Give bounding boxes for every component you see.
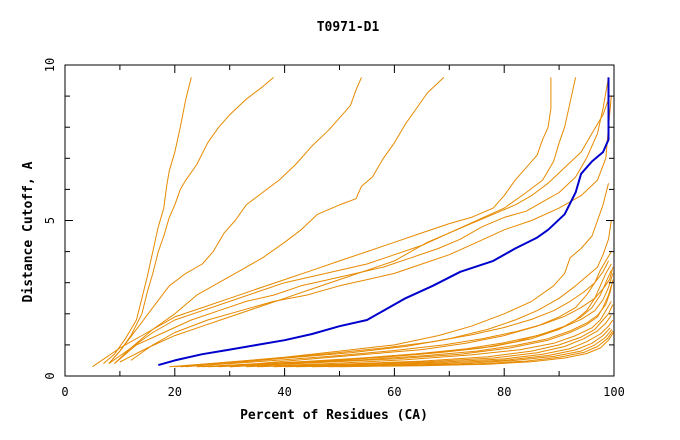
x-tick-label: 0 xyxy=(61,385,68,399)
highlight-series-line xyxy=(158,77,610,367)
x-axis-label: Percent of Residues (CA) xyxy=(240,408,428,423)
series-line xyxy=(196,273,614,368)
series-line xyxy=(92,77,552,368)
series-line xyxy=(207,279,614,368)
series-line xyxy=(180,266,614,368)
series-layer xyxy=(92,77,614,368)
y-axis-label: Distance Cutoff, A xyxy=(21,161,36,302)
series-line xyxy=(295,327,611,368)
series-line xyxy=(257,304,614,368)
x-tick-label: 80 xyxy=(497,385,511,399)
x-tick-label: 100 xyxy=(603,385,625,399)
series-line xyxy=(229,263,612,368)
series-line xyxy=(273,315,612,368)
series-line xyxy=(174,183,609,368)
series-line xyxy=(130,96,612,361)
series-line xyxy=(246,301,612,368)
series-line xyxy=(229,285,612,368)
series-line xyxy=(114,77,445,364)
chart-title: T0971-D1 xyxy=(317,20,380,35)
series-line xyxy=(185,220,612,368)
series-line xyxy=(328,330,614,368)
series-line xyxy=(284,319,614,368)
series-line xyxy=(169,260,609,368)
axis-layer: 0 20 40 60 80 100 0 5 10 xyxy=(43,58,625,399)
y-tick-label: 5 xyxy=(43,217,57,224)
series-line xyxy=(114,77,609,364)
series-line xyxy=(108,77,274,364)
series-line xyxy=(119,99,609,363)
series-line xyxy=(108,77,362,364)
series-line xyxy=(108,77,577,365)
x-tick-label: 60 xyxy=(387,385,401,399)
x-tick-label: 20 xyxy=(168,385,182,399)
series-line xyxy=(103,77,192,364)
y-tick-label: 0 xyxy=(43,372,57,379)
series-line xyxy=(339,332,614,368)
x-tick-label: 40 xyxy=(277,385,291,399)
y-tick-label: 10 xyxy=(43,58,57,72)
